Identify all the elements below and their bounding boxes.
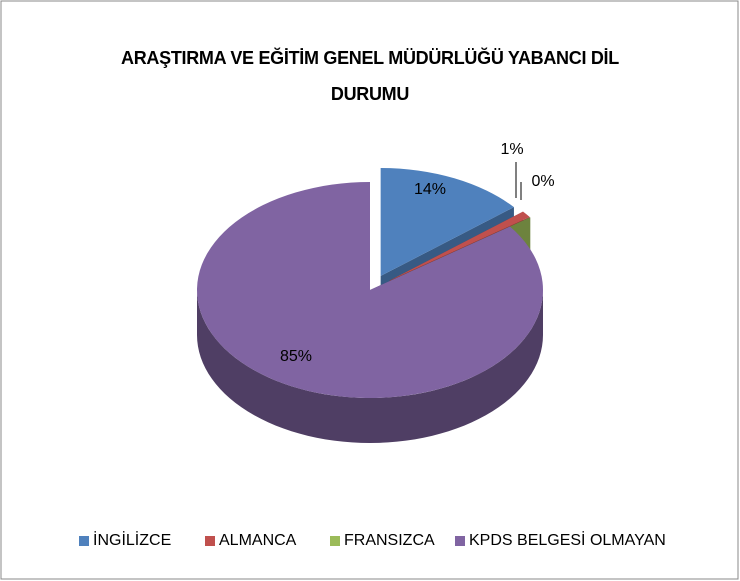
legend-swatch <box>455 536 465 546</box>
legend-label: FRANSIZCA <box>344 532 435 549</box>
data-label: 85% <box>280 348 312 365</box>
data-label: 14% <box>414 181 446 198</box>
chart-title: ARAŞTIRMA VE EĞİTİM GENEL MÜDÜRLÜĞÜ YABA… <box>121 48 619 104</box>
data-label: 1% <box>500 141 523 158</box>
legend-swatch <box>205 536 215 546</box>
data-label: 0% <box>531 173 554 190</box>
legend-swatch <box>79 536 89 546</box>
slice <box>389 211 530 281</box>
legend-swatch <box>330 536 340 546</box>
slice <box>380 167 514 276</box>
slice-wall <box>197 290 543 443</box>
legend-label: KPDS BELGESİ OLMAYAN <box>469 530 666 549</box>
slice <box>196 182 544 398</box>
legend-label: İNGİLİZCE <box>93 530 171 549</box>
legend-label: ALMANCA <box>219 532 297 549</box>
